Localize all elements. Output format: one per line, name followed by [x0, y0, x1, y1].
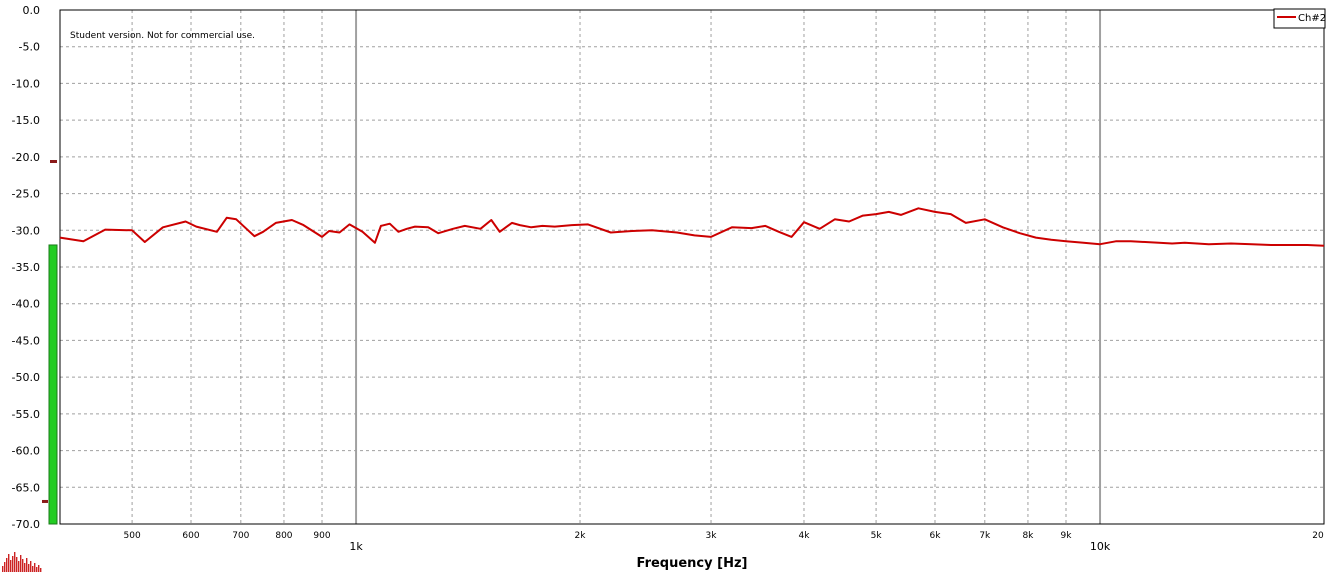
logo-bar [30, 561, 32, 572]
series-line-ch2 [59, 207, 1325, 247]
x-tick-label: 9k [1061, 531, 1073, 541]
x-axis-ticks: 500 600 700 800 900 2k 3k 4k 5k 6k 7k 8k 9k 20 1k 10k [124, 531, 1324, 553]
logo-bar [16, 557, 18, 572]
logo-bar [22, 559, 24, 572]
logo-bar [12, 556, 14, 572]
legend-entry-ch2: Ch#2 [1298, 13, 1326, 24]
y-tick-label: -10.0 [12, 77, 40, 90]
x-tick-label: 2k [575, 531, 587, 541]
logo-bar [18, 561, 20, 572]
x-tick-label: 7k [979, 531, 991, 541]
x-tick-label: 700 [232, 531, 249, 541]
y-tick-label: -55.0 [12, 408, 40, 421]
y-tick-label: -40.0 [12, 298, 40, 311]
level-meter [42, 159, 58, 525]
logo-bar [40, 568, 42, 572]
x-tick-label: 6k [930, 531, 942, 541]
x-tick-label: 600 [182, 531, 199, 541]
level-meter-side-marker [50, 159, 57, 163]
x-tick-label: 4k [799, 531, 811, 541]
logo-bar [34, 563, 36, 572]
grid [60, 10, 1324, 524]
y-tick-label: -30.0 [12, 224, 40, 237]
level-meter-peak-marker [42, 499, 48, 503]
y-tick-label: -20.0 [12, 151, 40, 164]
legend[interactable]: Ch#2 [1273, 8, 1326, 29]
x-tick-label: 5k [871, 531, 883, 541]
logo-bar [38, 565, 40, 572]
y-tick-label: -65.0 [12, 481, 40, 494]
x-tick-label-major: 1k [349, 540, 363, 553]
y-tick-label: -5.0 [19, 41, 40, 54]
logo-bar [26, 558, 28, 572]
plot-frame [59, 9, 1325, 525]
logo-bar [10, 560, 12, 572]
y-tick-label: -15.0 [12, 114, 40, 127]
x-tick-label: 500 [124, 531, 141, 541]
y-tick-label: -50.0 [12, 371, 40, 384]
y-tick-label: -60.0 [12, 445, 40, 458]
x-tick-label: 20 [1312, 531, 1324, 541]
logo-bar [36, 567, 38, 572]
logo-bar [28, 564, 30, 572]
y-tick-label: -70.0 [12, 518, 40, 531]
logo-bar [6, 558, 8, 572]
y-tick-label: -45.0 [12, 334, 40, 347]
legend-box [1273, 8, 1326, 29]
logo-bar [8, 554, 10, 572]
logo-bar [20, 555, 22, 572]
y-tick-label: 0.0 [23, 4, 41, 17]
logo-bar [32, 566, 34, 572]
watermark-text: Student version. Not for commercial use. [70, 31, 255, 41]
level-meter-bar [48, 244, 58, 525]
x-tick-label: 3k [706, 531, 718, 541]
x-tick-label: 800 [275, 531, 292, 541]
x-axis-label: Frequency [Hz] [637, 556, 748, 571]
y-axis-ticks: 0.0 -5.0 -10.0 -15.0 -20.0 -25.0 -30.0 -35.0 -40… [12, 4, 40, 531]
x-tick-label-major: 10k [1090, 540, 1111, 553]
spectrum-logo-icon [2, 552, 42, 572]
x-tick-label: 900 [313, 531, 330, 541]
x-tick-label: 8k [1022, 531, 1034, 541]
logo-bar [24, 563, 26, 572]
series-layer [59, 207, 1325, 247]
logo-bar [2, 566, 4, 572]
y-tick-label: -25.0 [12, 188, 40, 201]
logo-bar [4, 562, 6, 572]
y-tick-label: -35.0 [12, 261, 40, 274]
logo-bar [14, 552, 16, 572]
